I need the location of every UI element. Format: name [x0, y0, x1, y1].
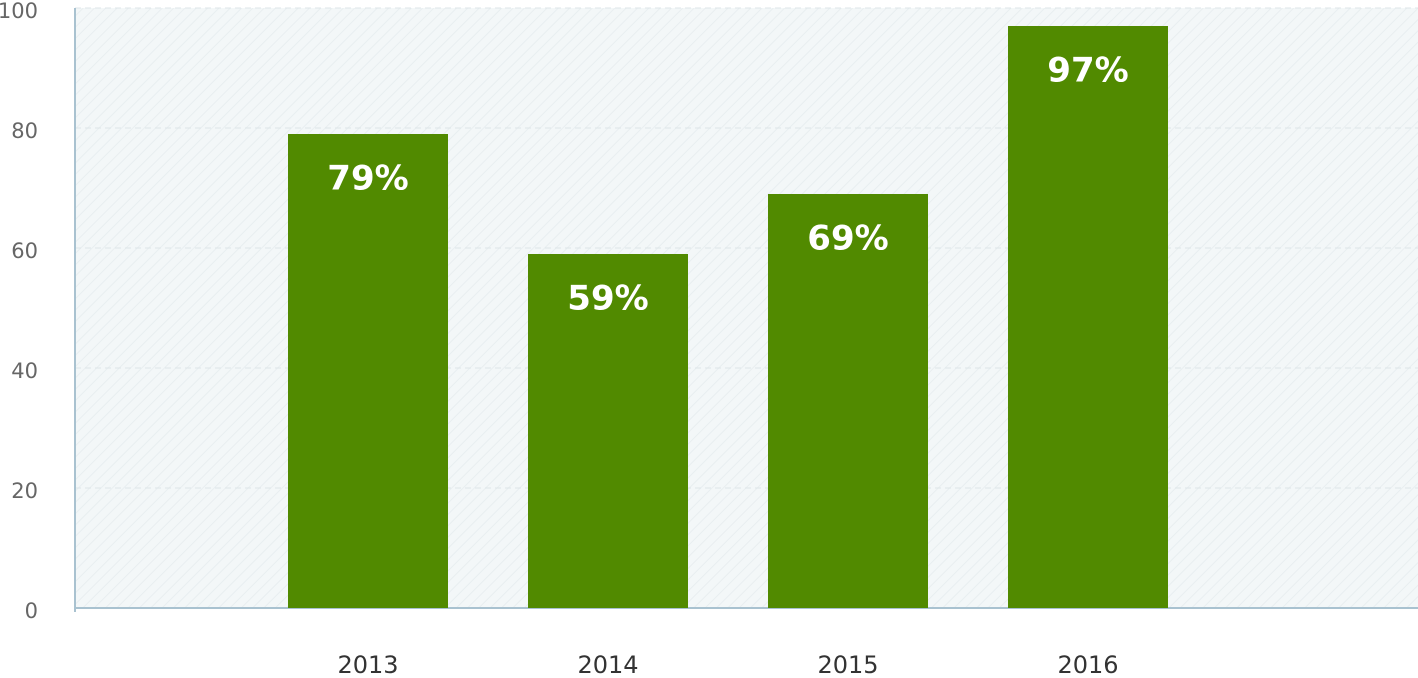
- bar: [1008, 26, 1168, 608]
- y-tick-label: 100: [0, 0, 38, 23]
- y-tick-label: 0: [25, 599, 38, 623]
- plot-background: [75, 8, 1418, 608]
- y-tick-label: 40: [11, 359, 38, 383]
- y-tick-label: 60: [11, 239, 38, 263]
- y-tick-label: 80: [11, 119, 38, 143]
- x-tick-label: 2016: [1057, 651, 1118, 678]
- x-tick-label: 2013: [337, 651, 398, 678]
- bar: [288, 134, 448, 608]
- value-label: 79%: [327, 159, 408, 199]
- x-tick-label: 2015: [817, 651, 878, 678]
- bar: [528, 254, 688, 608]
- bar: [768, 194, 928, 608]
- x-tick-label: 2014: [577, 651, 638, 678]
- y-tick-label: 20: [11, 479, 38, 503]
- value-label: 59%: [567, 279, 648, 319]
- value-label: 97%: [1047, 51, 1128, 91]
- value-label: 69%: [807, 219, 888, 259]
